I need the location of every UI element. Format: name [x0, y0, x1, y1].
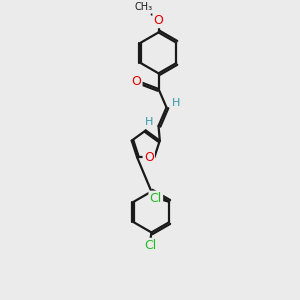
Text: O: O [154, 14, 164, 27]
Text: O: O [144, 151, 154, 164]
Text: Cl: Cl [150, 192, 162, 205]
Text: H: H [171, 98, 180, 108]
Text: O: O [131, 75, 141, 88]
Text: H: H [145, 117, 154, 127]
Text: CH₃: CH₃ [135, 2, 153, 12]
Text: Cl: Cl [144, 239, 156, 252]
